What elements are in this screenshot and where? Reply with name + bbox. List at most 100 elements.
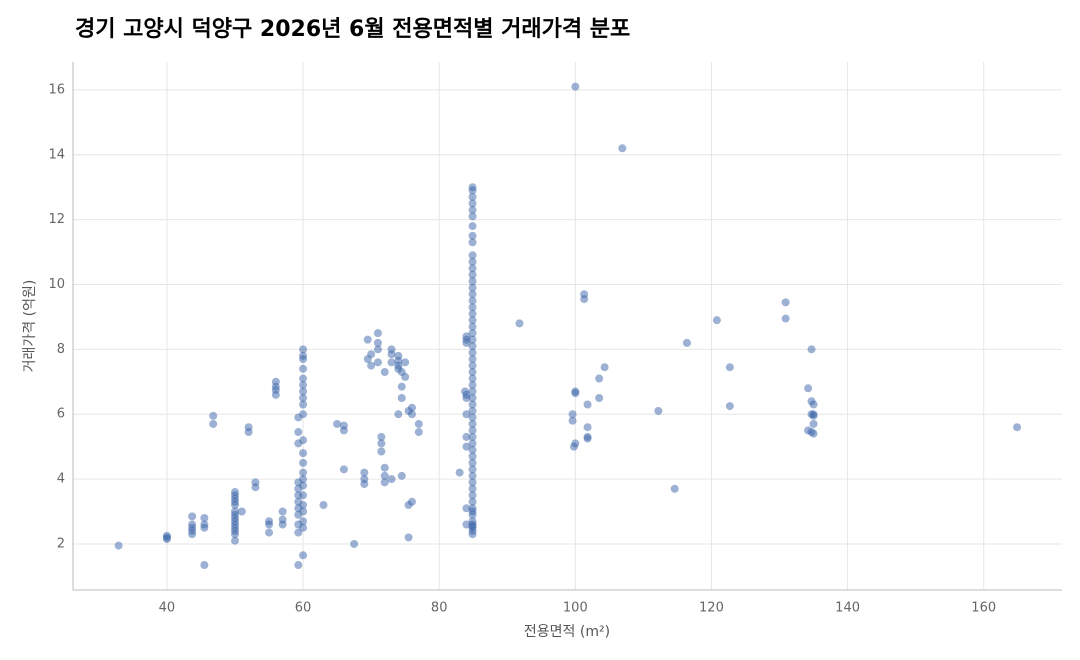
point bbox=[251, 483, 260, 492]
point bbox=[299, 436, 308, 445]
point bbox=[209, 411, 218, 420]
x-axis-label: 전용면적 (m²) bbox=[524, 624, 610, 640]
point bbox=[568, 416, 577, 425]
point bbox=[373, 338, 382, 347]
point bbox=[188, 520, 197, 529]
point bbox=[394, 410, 403, 419]
point bbox=[265, 528, 274, 537]
point bbox=[468, 491, 477, 500]
x-tick-label: 60 bbox=[295, 601, 312, 616]
point bbox=[462, 394, 471, 402]
point bbox=[299, 364, 308, 373]
x-tick-label: 120 bbox=[699, 601, 724, 616]
point bbox=[462, 332, 471, 341]
point bbox=[380, 463, 389, 472]
point bbox=[367, 350, 376, 359]
point bbox=[468, 413, 477, 422]
point bbox=[294, 428, 303, 437]
point bbox=[209, 419, 218, 428]
x-tick-label: 160 bbox=[971, 601, 996, 616]
point bbox=[568, 410, 577, 419]
y-tick-label: 8 bbox=[57, 342, 65, 357]
point bbox=[377, 447, 386, 456]
point bbox=[299, 400, 308, 409]
point bbox=[407, 410, 416, 419]
point bbox=[299, 551, 308, 560]
x-tick-label: 140 bbox=[835, 601, 860, 616]
point bbox=[299, 507, 308, 516]
point bbox=[407, 403, 416, 412]
point bbox=[468, 270, 477, 279]
chart-title: 경기 고양시 덕양구 2026년 6월 전용면적별 거래가격 분포 bbox=[75, 17, 630, 42]
point bbox=[468, 183, 477, 192]
point bbox=[299, 491, 308, 500]
point bbox=[468, 290, 477, 299]
point bbox=[278, 507, 287, 516]
point bbox=[1013, 423, 1022, 432]
point bbox=[468, 322, 477, 331]
point bbox=[387, 475, 396, 484]
y-tick-label: 12 bbox=[48, 212, 65, 227]
point bbox=[670, 484, 679, 493]
point bbox=[404, 533, 413, 542]
point bbox=[397, 394, 406, 402]
point bbox=[414, 428, 423, 437]
point bbox=[809, 429, 818, 438]
point bbox=[468, 205, 477, 214]
point bbox=[468, 316, 477, 325]
point bbox=[350, 539, 359, 548]
point bbox=[468, 199, 477, 208]
point bbox=[468, 342, 477, 351]
point bbox=[468, 296, 477, 305]
point bbox=[468, 329, 477, 338]
point bbox=[468, 484, 477, 493]
point bbox=[468, 471, 477, 480]
point bbox=[162, 535, 171, 544]
point bbox=[271, 390, 280, 399]
point bbox=[595, 394, 604, 402]
point bbox=[373, 358, 382, 367]
point bbox=[462, 504, 471, 513]
point bbox=[809, 400, 818, 409]
point bbox=[230, 507, 239, 516]
point bbox=[299, 458, 308, 467]
point bbox=[188, 512, 197, 521]
point bbox=[725, 363, 734, 372]
point bbox=[807, 345, 816, 354]
point bbox=[468, 387, 477, 396]
point bbox=[462, 432, 471, 441]
y-tick-label: 2 bbox=[57, 536, 65, 551]
point bbox=[580, 295, 589, 304]
point bbox=[712, 316, 721, 325]
point bbox=[468, 497, 477, 506]
point bbox=[468, 452, 477, 461]
point bbox=[387, 358, 396, 367]
point bbox=[319, 501, 328, 510]
point bbox=[781, 298, 790, 307]
point bbox=[377, 439, 386, 448]
point bbox=[725, 402, 734, 411]
point bbox=[809, 411, 818, 420]
point bbox=[804, 384, 813, 393]
point bbox=[299, 468, 308, 477]
point bbox=[265, 520, 274, 529]
y-tick-label: 4 bbox=[57, 472, 65, 487]
point bbox=[468, 394, 477, 402]
point bbox=[571, 439, 580, 448]
point bbox=[373, 345, 382, 354]
point bbox=[380, 471, 389, 480]
point bbox=[299, 449, 308, 458]
point bbox=[468, 419, 477, 428]
point bbox=[333, 419, 342, 428]
point bbox=[299, 481, 308, 490]
point bbox=[299, 501, 308, 510]
point bbox=[299, 410, 308, 419]
point bbox=[468, 504, 477, 513]
point bbox=[401, 358, 410, 367]
point bbox=[114, 541, 123, 550]
y-tick-label: 6 bbox=[57, 407, 65, 422]
point bbox=[339, 426, 348, 435]
point bbox=[299, 381, 308, 390]
point bbox=[237, 507, 246, 516]
point bbox=[299, 374, 308, 383]
